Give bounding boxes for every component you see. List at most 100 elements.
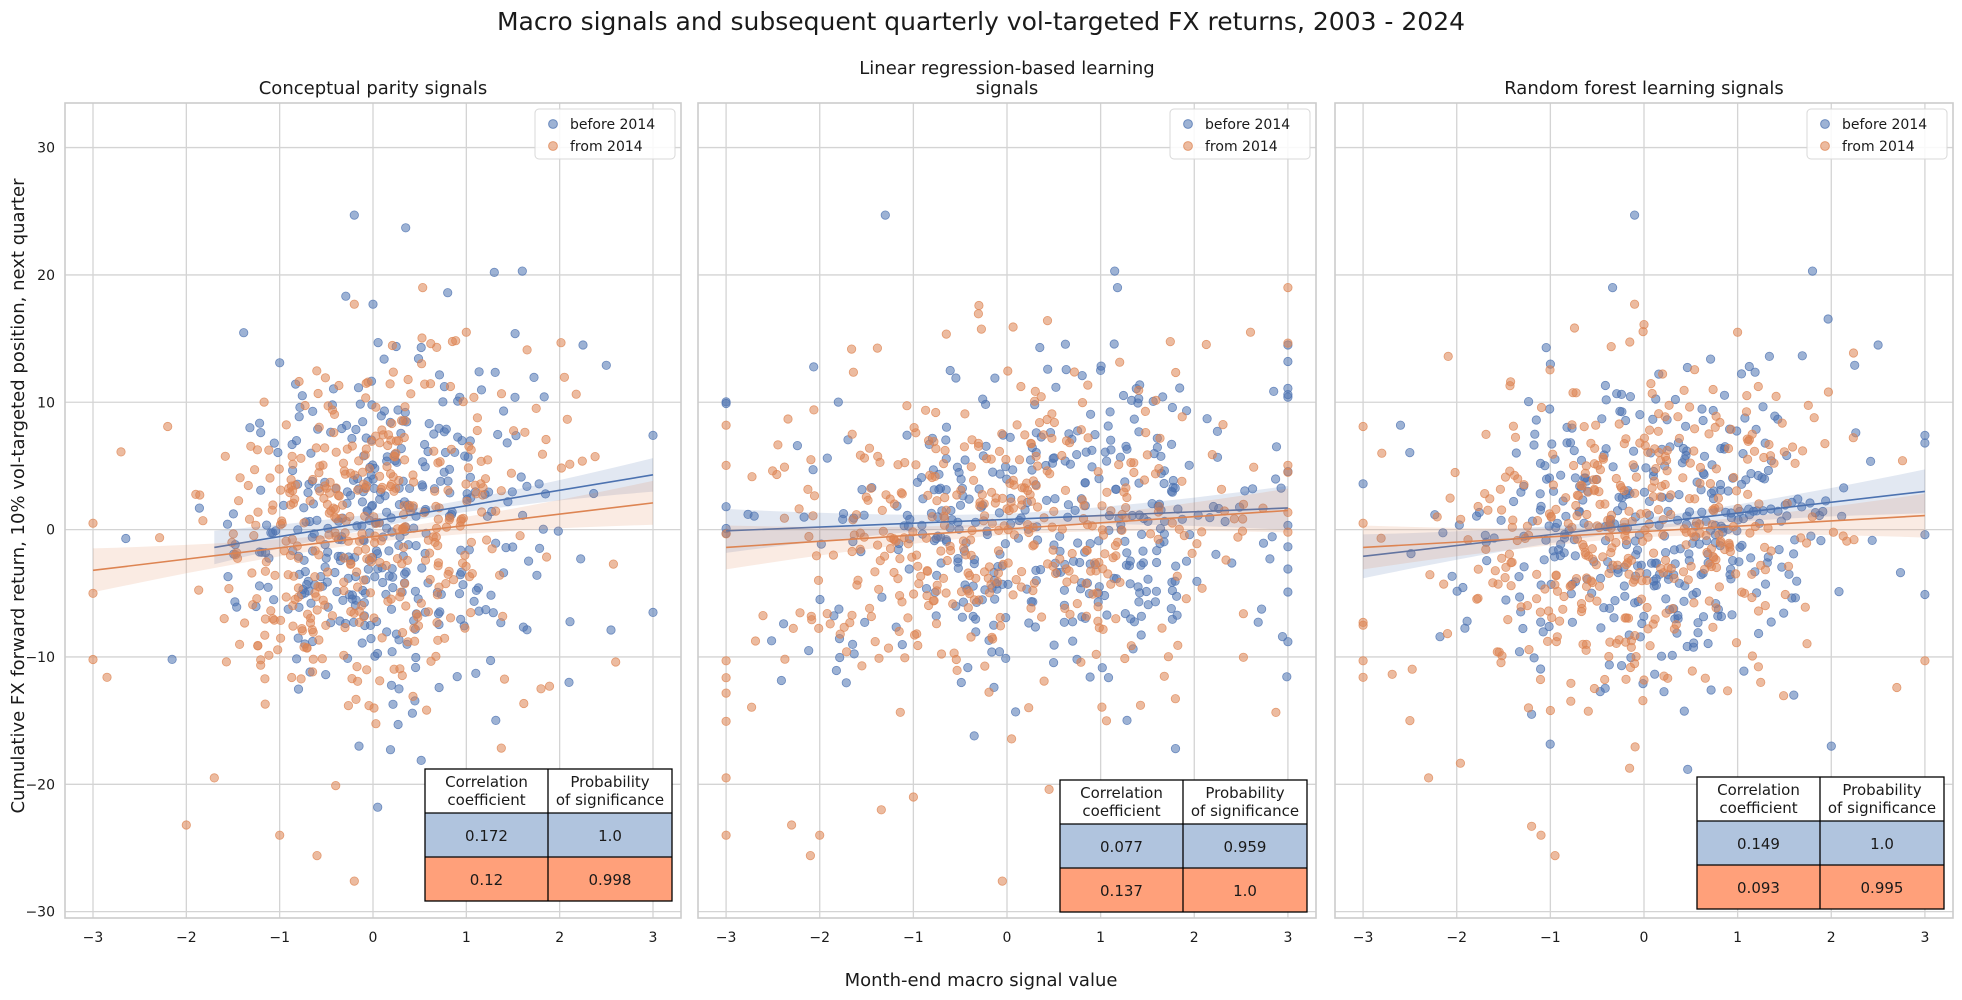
data-point: [312, 605, 322, 615]
data-point: [1628, 460, 1638, 470]
data-point: [1387, 669, 1397, 679]
data-point: [1816, 535, 1826, 546]
data-point: [1109, 339, 1119, 349]
data-point: [721, 688, 731, 698]
data-point: [1171, 367, 1181, 378]
data-point: [522, 481, 532, 491]
data-point: [1587, 544, 1597, 554]
data-point: [351, 424, 361, 435]
data-point: [1571, 388, 1581, 398]
data-point: [1630, 210, 1640, 220]
data-point: [1609, 613, 1619, 623]
data-point: [1920, 438, 1930, 448]
data-point: [88, 588, 98, 598]
data-point: [366, 633, 376, 644]
data-point: [1648, 619, 1658, 629]
data-point: [1129, 458, 1139, 468]
data-point: [1758, 402, 1768, 412]
data-point: [1283, 564, 1293, 574]
data-point: [299, 518, 309, 528]
data-point: [1611, 473, 1621, 484]
data-point: [861, 492, 871, 502]
data-point: [1690, 494, 1700, 504]
data-point: [973, 309, 984, 319]
data-point: [1049, 640, 1059, 650]
data-point: [315, 535, 325, 545]
data-point: [1679, 706, 1689, 716]
data-point: [445, 613, 456, 623]
data-point: [1155, 523, 1166, 534]
data-point: [273, 447, 283, 458]
data-point: [1693, 628, 1703, 638]
data-point: [1723, 486, 1733, 496]
data-point: [1039, 676, 1049, 686]
data-point: [908, 589, 919, 599]
data-point: [1106, 445, 1116, 455]
data-point: [1545, 705, 1556, 716]
data-point: [1589, 683, 1600, 694]
data-point: [1038, 430, 1049, 440]
table-cell-probability: 1.0: [1870, 835, 1894, 853]
data-point: [443, 485, 453, 495]
data-point: [773, 440, 783, 450]
data-point: [1611, 638, 1622, 649]
data-point: [467, 568, 477, 579]
table-cell-probability: 0.995: [1861, 879, 1904, 897]
data-point: [1823, 387, 1834, 397]
data-point: [1536, 617, 1546, 627]
data-point: [1073, 538, 1083, 548]
data-point: [457, 435, 467, 446]
data-point: [1535, 607, 1546, 617]
data-point: [417, 333, 427, 343]
x-tick-label: −3: [1353, 930, 1374, 946]
data-point: [377, 633, 387, 643]
data-point: [345, 511, 355, 522]
data-point: [1509, 470, 1520, 480]
data-point: [281, 592, 291, 602]
x-tick-label: −1: [903, 930, 924, 946]
data-point: [1548, 546, 1558, 556]
data-point: [345, 468, 356, 478]
data-point: [1590, 443, 1600, 453]
data-point: [815, 594, 825, 605]
data-point: [418, 282, 428, 293]
data-point: [243, 480, 253, 491]
data-point: [1016, 566, 1027, 577]
table-header-label: Correlation: [1080, 784, 1163, 802]
data-point: [920, 405, 931, 415]
data-point: [1500, 472, 1511, 482]
regression-line-before: [214, 474, 654, 549]
regression-line-before: [1362, 490, 1926, 558]
data-point: [469, 392, 479, 402]
data-point: [766, 636, 777, 646]
data-point: [1003, 558, 1013, 568]
data-point: [393, 719, 403, 730]
data-point: [1567, 420, 1577, 430]
data-point: [1645, 425, 1655, 435]
data-point: [1674, 433, 1685, 443]
data-point: [565, 459, 575, 469]
data-point: [1121, 441, 1131, 451]
axes-frame: [64, 102, 682, 919]
data-point: [300, 588, 310, 598]
data-point: [1081, 545, 1092, 555]
data-point: [339, 650, 349, 660]
data-point: [534, 479, 544, 489]
data-point: [1618, 501, 1628, 511]
data-point: [1008, 465, 1018, 475]
data-point: [498, 611, 508, 622]
data-point: [951, 654, 961, 665]
data-point: [253, 507, 263, 517]
data-point: [1125, 556, 1135, 566]
data-point: [1443, 351, 1453, 361]
data-point: [1067, 548, 1077, 559]
data-point: [1181, 594, 1191, 604]
data-point: [963, 603, 973, 613]
data-point: [779, 513, 790, 523]
data-point: [392, 553, 403, 564]
data-point: [963, 662, 973, 673]
data-point: [1754, 628, 1764, 639]
data-point: [394, 684, 404, 694]
data-point: [1625, 763, 1635, 773]
data-point: [1117, 525, 1127, 536]
